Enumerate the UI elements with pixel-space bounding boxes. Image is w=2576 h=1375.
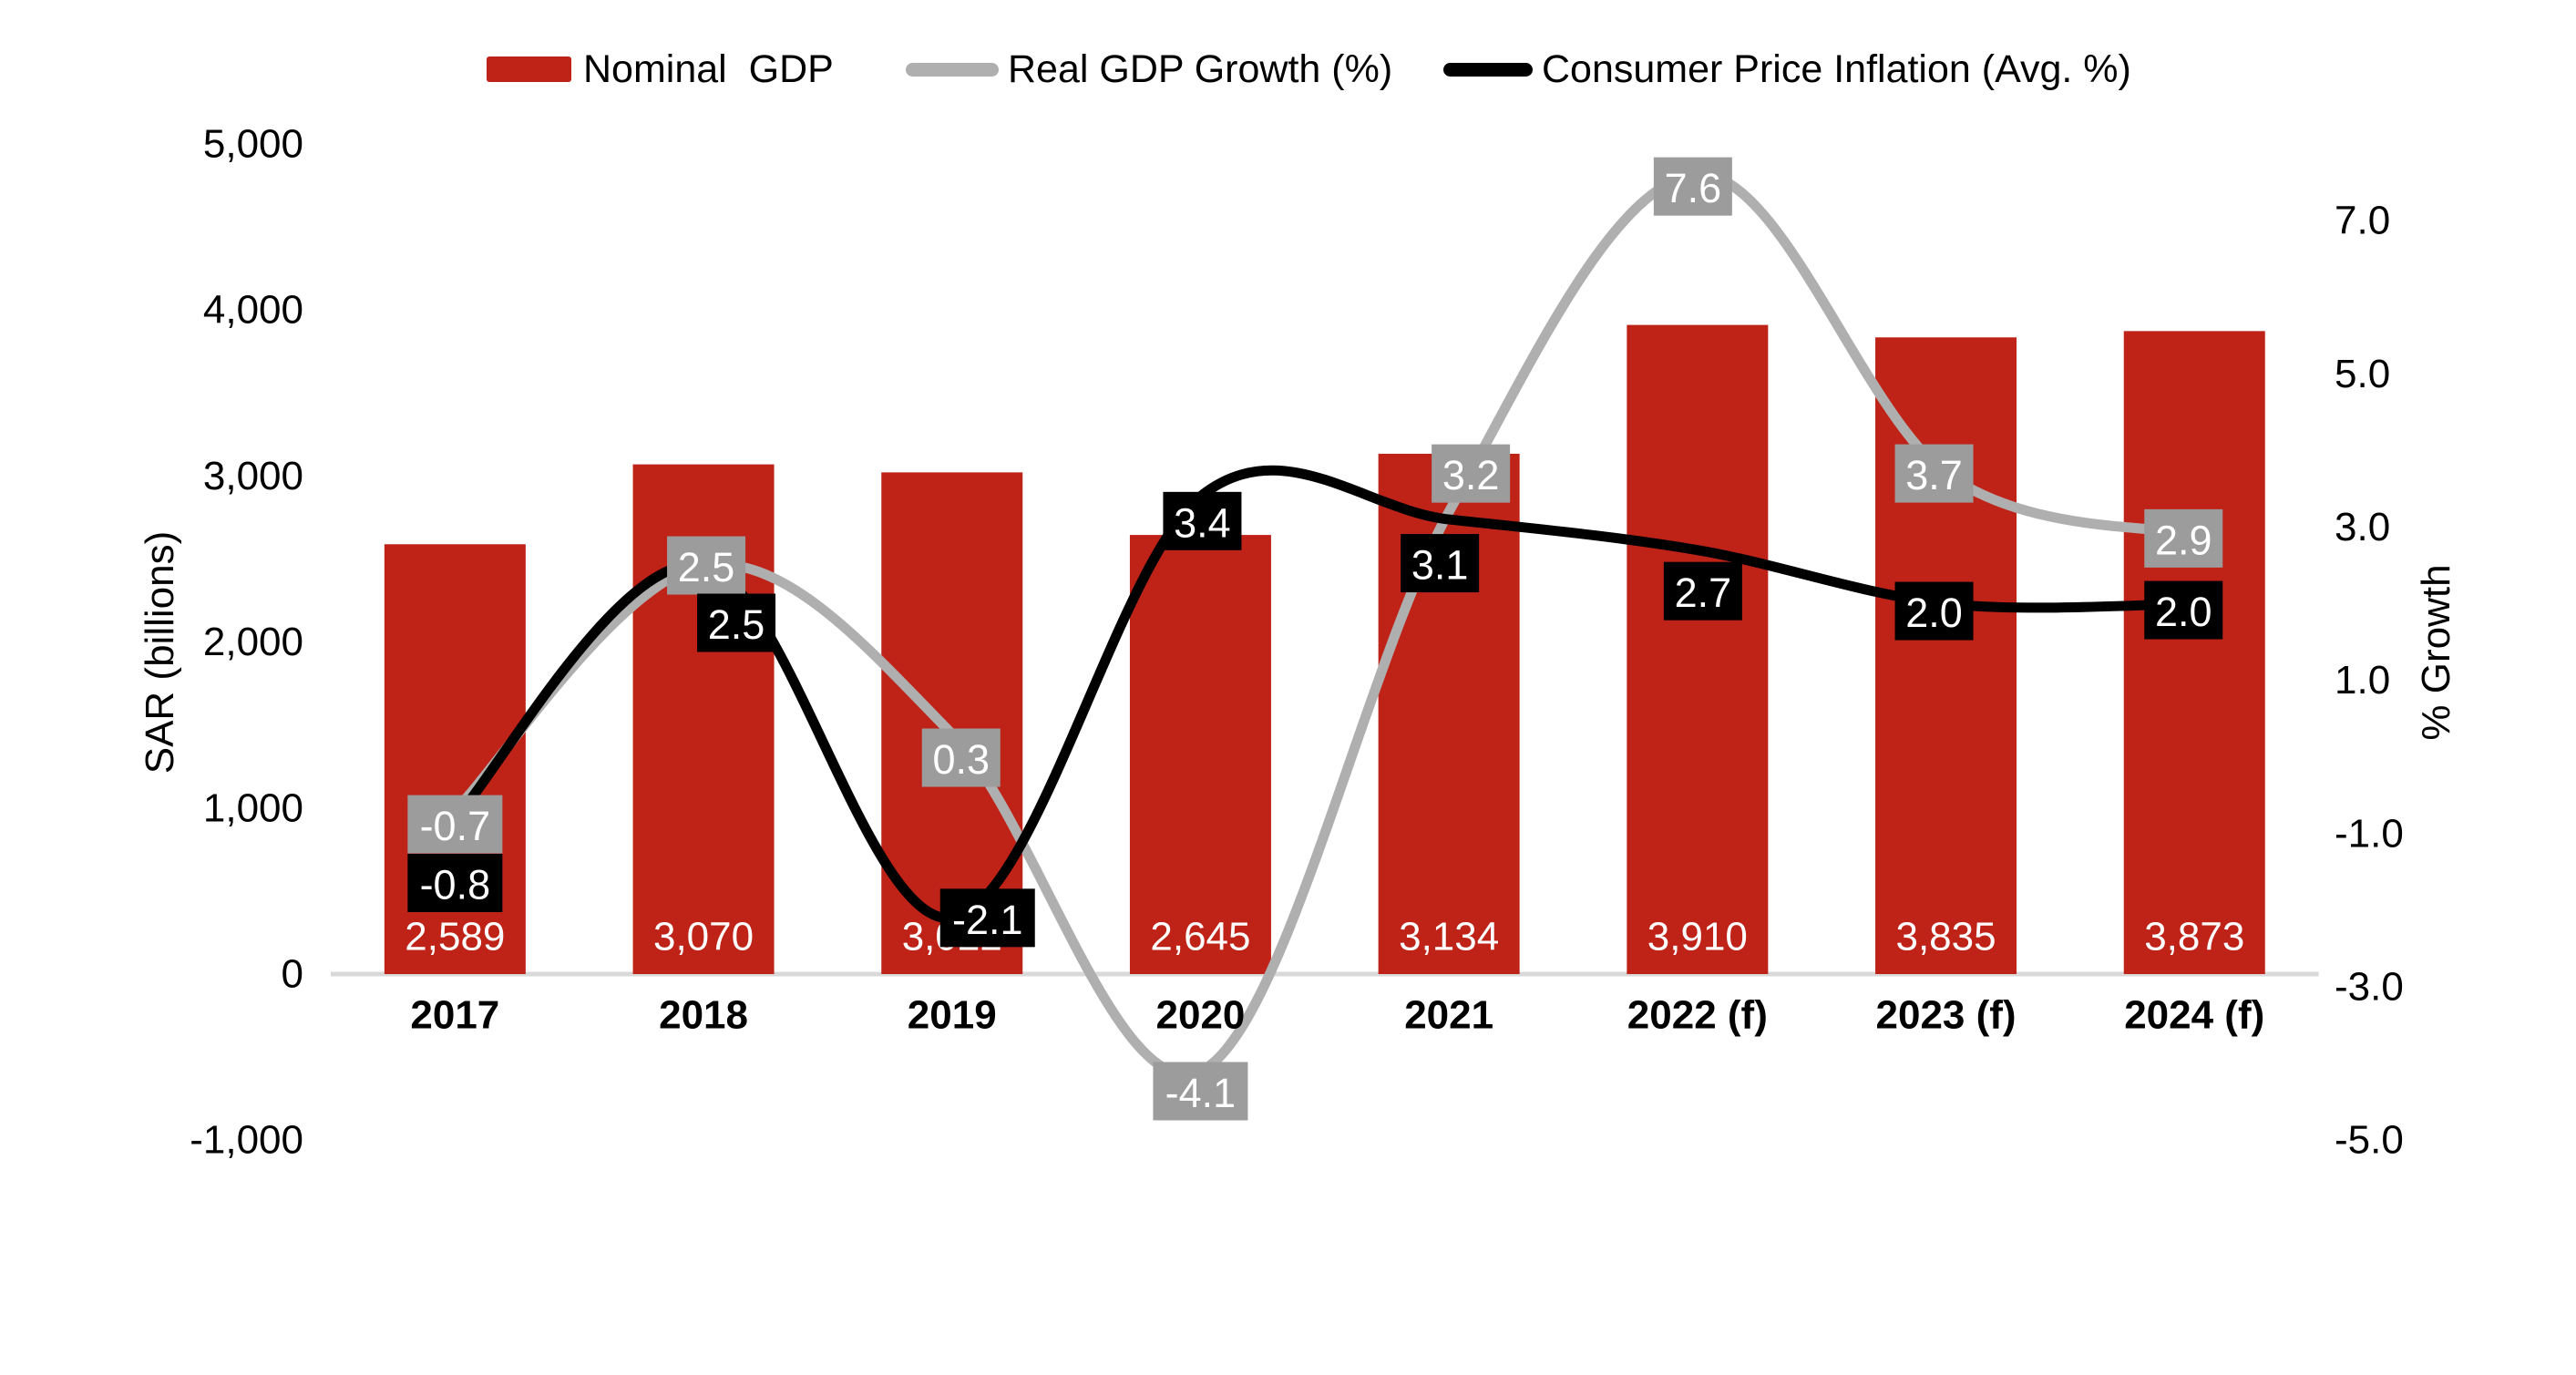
cpi-label-box <box>939 888 1035 948</box>
right-axis-tick-label: 5.0 <box>2335 352 2390 396</box>
right-axis-tick-label: 1.0 <box>2335 658 2390 703</box>
cpi-label-box <box>1894 581 1974 641</box>
real-gdp-growth-label-text: 2.9 <box>2155 517 2212 563</box>
real-gdp-growth-legend-line-marker <box>906 63 999 77</box>
category-label: 2024 (f) <box>2124 993 2264 1038</box>
category-label: 2020 <box>1156 993 1246 1038</box>
category-label: 2021 <box>1404 993 1493 1038</box>
cpi-label-text: -0.8 <box>420 862 491 908</box>
left-axis-tick-label: 2,000 <box>203 620 303 664</box>
cpi-label-text: 2.5 <box>708 601 765 648</box>
real-gdp-growth-label-box <box>667 536 746 595</box>
category-label: 2022 (f) <box>1627 993 1768 1038</box>
real-gdp-growth-line <box>449 169 2200 1080</box>
cpi-label-box <box>697 593 776 652</box>
real-gdp-growth-label-text: 3.2 <box>1442 452 1500 498</box>
category-label: 2023 (f) <box>1876 993 2017 1038</box>
bar-value-label: 3,910 <box>1647 915 1748 959</box>
right-axis-tick-label: 7.0 <box>2335 199 2390 243</box>
real-gdp-growth-label-box <box>1894 444 1974 503</box>
bar-value-label: 2,589 <box>405 915 505 959</box>
left-axis-tick-label: 4,000 <box>203 288 303 333</box>
left-axis-tick-label: -1,000 <box>190 1118 303 1163</box>
cpi-label-box <box>2144 580 2223 640</box>
left-axis-tick-label: 1,000 <box>203 785 303 830</box>
cpi-label-box <box>407 854 503 913</box>
real-gdp-growth-label-text: 2.5 <box>678 544 735 590</box>
bar-value-label: 3,134 <box>1399 915 1499 959</box>
real-gdp-growth-label-box <box>2144 508 2223 568</box>
category-label: 2018 <box>659 993 748 1038</box>
real-gdp-growth-label-text: -4.1 <box>1165 1070 1237 1116</box>
bar-value-label: 2,645 <box>1150 915 1250 959</box>
bar-value-label: 3,835 <box>1895 915 1996 959</box>
cpi-label-box <box>1163 491 1242 550</box>
cpi-label-text: 3.1 <box>1411 542 1469 589</box>
cpi-label-box <box>1663 561 1742 621</box>
cpi-legend-line-marker <box>1443 63 1533 77</box>
real-gdp-growth-label-text: 3.7 <box>1905 452 1963 498</box>
real-gdp-growth-label-box <box>1653 157 1732 216</box>
left-axis-tick-label: 5,000 <box>203 122 303 167</box>
real-gdp-growth-label-text: -0.7 <box>420 803 491 849</box>
cpi-label-text: 3.4 <box>1174 499 1231 546</box>
right-axis-tick-label: -5.0 <box>2335 1118 2404 1163</box>
left-axis-tick-label: 0 <box>282 952 303 997</box>
bar-2023f <box>1875 337 2017 974</box>
real-gdp-growth-label-text: 0.3 <box>932 736 990 783</box>
real-gdp-growth-label-box <box>1432 444 1511 503</box>
bar-2024f <box>2123 331 2265 975</box>
real-gdp-growth-label-box <box>407 795 503 854</box>
bar-2021 <box>1378 453 1520 974</box>
right-axis-tick-label: 3.0 <box>2335 505 2390 549</box>
real-gdp-growth-label-text: 7.6 <box>1665 165 1722 211</box>
category-label: 2019 <box>908 993 997 1038</box>
cpi-label-box <box>1401 534 1480 593</box>
cpi-label-text: 2.7 <box>1675 569 1732 616</box>
cpi-label-text: 2.0 <box>1905 590 1963 636</box>
legend-label-nominal-gdp: Nominal GDP <box>583 47 834 91</box>
real-gdp-growth-label-box <box>921 728 1001 787</box>
cpi-label-text: -2.1 <box>952 897 1023 943</box>
bar-value-label: 3,070 <box>653 915 754 959</box>
cpi-label-text: 2.0 <box>2155 589 2212 635</box>
bar-value-label: 3,873 <box>2144 915 2244 959</box>
left-axis-tick-label: 3,000 <box>203 454 303 498</box>
legend-label-cpi: Consumer Price Inflation (Avg. %) <box>1542 47 2131 91</box>
bar-2022f <box>1627 324 1769 974</box>
right-axis-tick-label: -1.0 <box>2335 811 2404 856</box>
bar-2020 <box>1129 535 1271 974</box>
right-axis-tick-label: -3.0 <box>2335 965 2404 1010</box>
category-label: 2017 <box>410 993 499 1038</box>
real-gdp-growth-label-box <box>1153 1062 1248 1121</box>
nominal-gdp-legend-swatch <box>487 56 571 82</box>
legend-label-real-gdp-growth: Real GDP Growth (%) <box>1008 47 1393 91</box>
